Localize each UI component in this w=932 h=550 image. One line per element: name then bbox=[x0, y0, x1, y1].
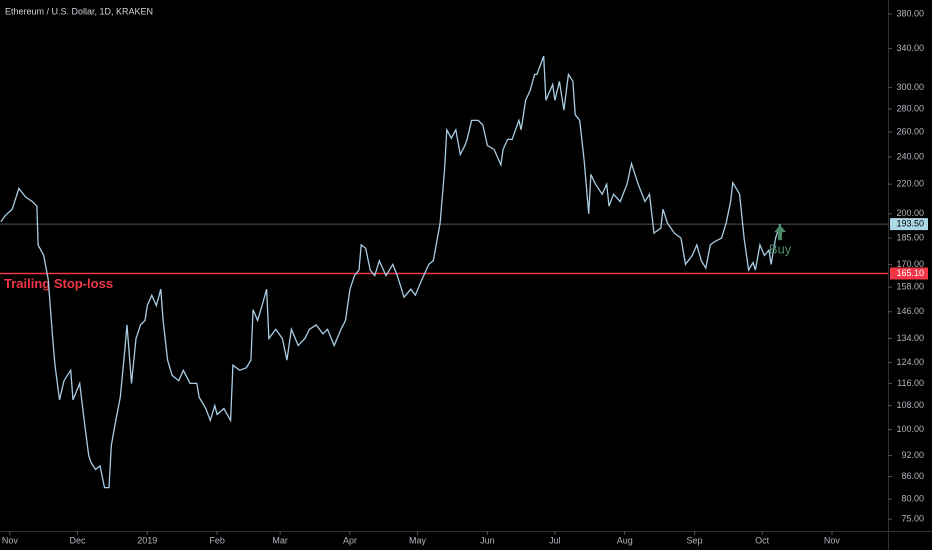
x-tick-label: Feb bbox=[209, 535, 225, 545]
last-price-box bbox=[890, 218, 928, 231]
y-tick-label: 158.00 bbox=[896, 282, 924, 292]
y-tick-label: 170.00 bbox=[896, 259, 924, 269]
y-tick-label: 116.00 bbox=[897, 378, 924, 388]
y-tick-label: 124.00 bbox=[896, 357, 924, 367]
chart-title: Ethereum / U.S. Dollar, 1D, KRAKEN bbox=[5, 6, 153, 16]
x-tick-label: Oct bbox=[755, 535, 770, 545]
price-line bbox=[0, 55, 781, 489]
y-tick-label: 260.00 bbox=[896, 127, 924, 137]
buy-arrow bbox=[774, 225, 787, 241]
y-tick-label: 380.00 bbox=[896, 8, 924, 18]
buy-text: Buy bbox=[769, 242, 792, 257]
y-tick-label: 75.00 bbox=[901, 514, 924, 524]
y-tick-label: 240.00 bbox=[896, 151, 924, 161]
x-tick-label: 2019 bbox=[137, 535, 157, 545]
last-price-label: 193.50 bbox=[896, 218, 924, 228]
y-tick-label: 134.00 bbox=[896, 333, 924, 343]
y-tick-label: 108.00 bbox=[896, 400, 924, 410]
x-tick-label: May bbox=[409, 535, 427, 545]
x-tick-label: Jun bbox=[480, 535, 495, 545]
y-tick-label: 220.00 bbox=[896, 179, 924, 189]
x-tick-label: Sep bbox=[687, 535, 703, 545]
y-tick-label: 300.00 bbox=[896, 82, 924, 92]
x-tick-label: Nov bbox=[2, 535, 19, 545]
y-tick-label: 146.00 bbox=[896, 306, 924, 316]
x-tick-label: Aug bbox=[617, 535, 633, 545]
y-tick-label: 100.00 bbox=[896, 424, 924, 434]
x-tick-label: Mar bbox=[272, 535, 288, 545]
stop-loss-label: 165.10 bbox=[896, 268, 924, 278]
x-tick-label: Jul bbox=[549, 535, 561, 545]
y-tick-label: 200.00 bbox=[896, 208, 924, 218]
x-tick-label: Nov bbox=[824, 535, 841, 545]
y-tick-label: 80.00 bbox=[901, 493, 924, 503]
stop-loss-box bbox=[890, 267, 928, 280]
y-tick-label: 92.00 bbox=[901, 450, 924, 460]
x-tick-label: Apr bbox=[343, 535, 357, 545]
y-tick-label: 340.00 bbox=[896, 43, 924, 53]
y-tick-label: 185.00 bbox=[896, 232, 924, 242]
stop-loss-text: Trailing Stop-loss bbox=[4, 276, 113, 291]
y-tick-label: 280.00 bbox=[896, 103, 924, 113]
y-tick-label: 86.00 bbox=[901, 471, 924, 481]
x-tick-label: Dec bbox=[69, 535, 86, 545]
